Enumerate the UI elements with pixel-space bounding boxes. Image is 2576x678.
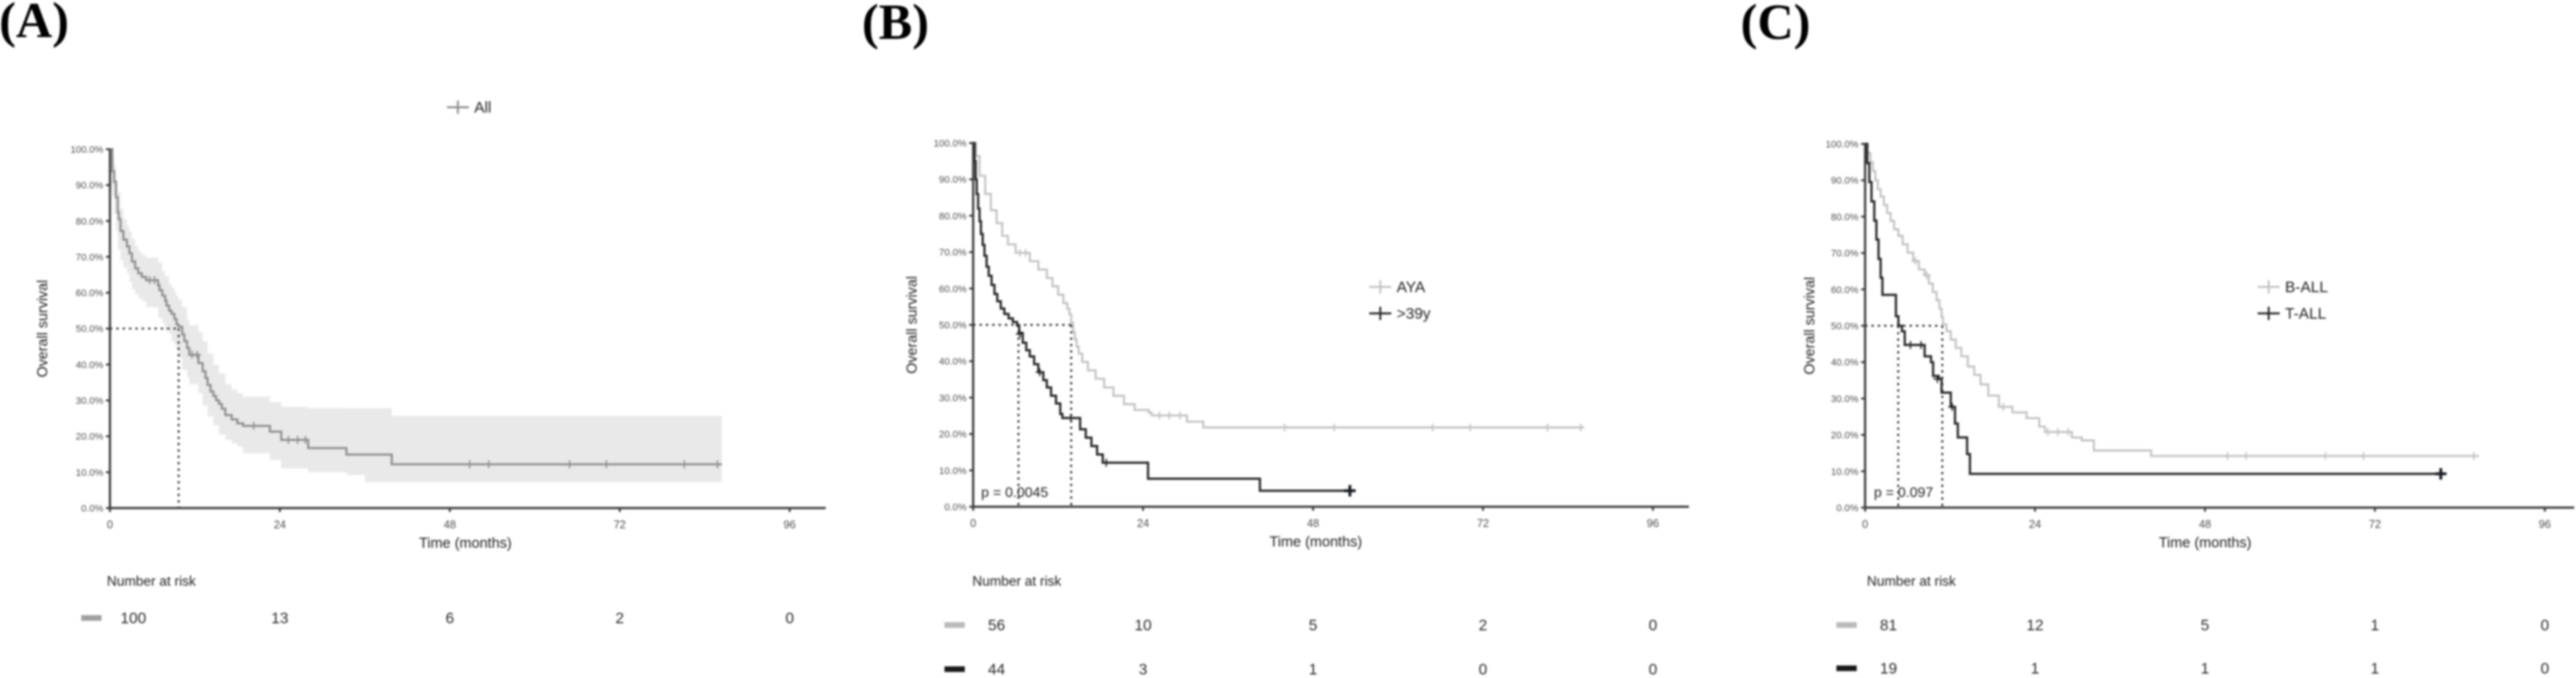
svg-text:1: 1 [1309,660,1318,678]
svg-text:20.0%: 20.0% [1831,431,1858,441]
svg-text:5: 5 [1309,616,1318,634]
svg-text:AYA: AYA [1397,278,1426,296]
svg-text:81: 81 [1880,616,1897,634]
svg-text:10.0%: 10.0% [939,466,966,477]
svg-text:0: 0 [107,519,113,531]
svg-text:70.0%: 70.0% [939,248,966,259]
svg-text:1: 1 [2370,616,2379,634]
svg-text:1: 1 [2370,659,2379,677]
svg-text:10.0%: 10.0% [1831,467,1858,478]
svg-text:10.0%: 10.0% [76,468,103,478]
svg-text:70.0%: 70.0% [76,252,103,263]
svg-text:72: 72 [1477,517,1489,530]
svg-text:50.0%: 50.0% [76,324,103,335]
svg-text:96: 96 [2539,518,2551,531]
svg-text:0: 0 [2541,616,2550,634]
svg-text:24: 24 [1137,517,1149,530]
svg-text:30.0%: 30.0% [1831,394,1858,404]
svg-text:48: 48 [2199,518,2211,531]
svg-text:70.0%: 70.0% [1831,249,1858,260]
svg-text:B-ALL: B-ALL [2285,278,2329,296]
svg-text:24: 24 [2028,518,2041,531]
svg-text:100.0%: 100.0% [933,139,967,149]
svg-text:10: 10 [1135,616,1152,634]
svg-text:Number at risk: Number at risk [107,575,196,590]
svg-text:44: 44 [988,660,1006,678]
svg-text:0.0%: 0.0% [1836,503,1858,514]
svg-text:T-ALL: T-ALL [2285,305,2327,322]
svg-text:2: 2 [616,609,624,627]
svg-text:All: All [474,99,491,117]
svg-text:0: 0 [1649,660,1658,678]
svg-text:Overall survival: Overall survival [1802,277,1818,375]
svg-text:90.0%: 90.0% [76,181,103,192]
svg-text:60.0%: 60.0% [76,289,103,299]
svg-text:1: 1 [2031,659,2040,677]
svg-text:p = 0.0045: p = 0.0045 [981,486,1048,501]
svg-text:0: 0 [785,609,794,627]
svg-text:60.0%: 60.0% [1831,285,1858,296]
svg-text:80.0%: 80.0% [939,211,966,222]
svg-text:5: 5 [2201,616,2210,634]
svg-text:Time (months): Time (months) [2158,535,2251,551]
svg-text:0: 0 [1478,660,1487,678]
svg-text:72: 72 [2368,518,2381,531]
svg-text:48: 48 [443,519,456,531]
svg-text:20.0%: 20.0% [76,432,103,442]
svg-text:Overall survival: Overall survival [904,276,920,374]
svg-text:p = 0.097: p = 0.097 [1874,486,1933,501]
svg-text:90.0%: 90.0% [939,175,966,185]
svg-text:80.0%: 80.0% [76,216,103,227]
svg-text:72: 72 [614,519,626,531]
svg-text:100: 100 [120,609,146,627]
svg-text:3: 3 [1139,660,1148,678]
svg-text:48: 48 [1307,517,1319,530]
svg-text:0.0%: 0.0% [81,504,103,515]
svg-text:12: 12 [2027,616,2043,634]
svg-text:1: 1 [2201,659,2210,677]
svg-text:0: 0 [1649,616,1658,634]
svg-text:90.0%: 90.0% [1831,176,1858,186]
svg-text:50.0%: 50.0% [939,320,966,331]
svg-text:40.0%: 40.0% [76,360,103,371]
svg-text:(B): (B) [862,0,929,50]
svg-text:6: 6 [446,609,455,627]
svg-text:40.0%: 40.0% [939,357,966,367]
svg-text:Time (months): Time (months) [419,536,511,552]
svg-text:50.0%: 50.0% [1831,321,1858,332]
svg-text:19: 19 [1880,659,1897,677]
svg-text:56: 56 [988,616,1005,634]
svg-text:96: 96 [783,519,796,531]
svg-text:13: 13 [271,609,288,627]
svg-text:0: 0 [1862,518,1869,531]
svg-text:0: 0 [2541,659,2550,677]
svg-text:30.0%: 30.0% [76,396,103,407]
svg-text:80.0%: 80.0% [1831,212,1858,222]
svg-text:0: 0 [971,517,977,530]
svg-text:96: 96 [1647,517,1659,530]
svg-text:(C): (C) [1741,0,1810,50]
svg-text:60.0%: 60.0% [939,284,966,295]
svg-text:100.0%: 100.0% [1825,139,1859,150]
svg-text:24: 24 [274,519,286,531]
svg-text:0.0%: 0.0% [944,502,966,513]
svg-text:40.0%: 40.0% [1831,358,1858,368]
svg-text:>39y: >39y [1397,305,1432,322]
svg-text:30.0%: 30.0% [939,393,966,403]
svg-text:Overall survival: Overall survival [35,280,51,378]
svg-text:Time (months): Time (months) [1269,534,1362,550]
svg-text:100.0%: 100.0% [71,145,104,155]
svg-text:Number at risk: Number at risk [972,575,1061,590]
svg-text:20.0%: 20.0% [939,430,966,441]
svg-text:2: 2 [1478,616,1487,634]
svg-text:Number at risk: Number at risk [1867,575,1956,590]
svg-text:(A): (A) [0,0,69,49]
